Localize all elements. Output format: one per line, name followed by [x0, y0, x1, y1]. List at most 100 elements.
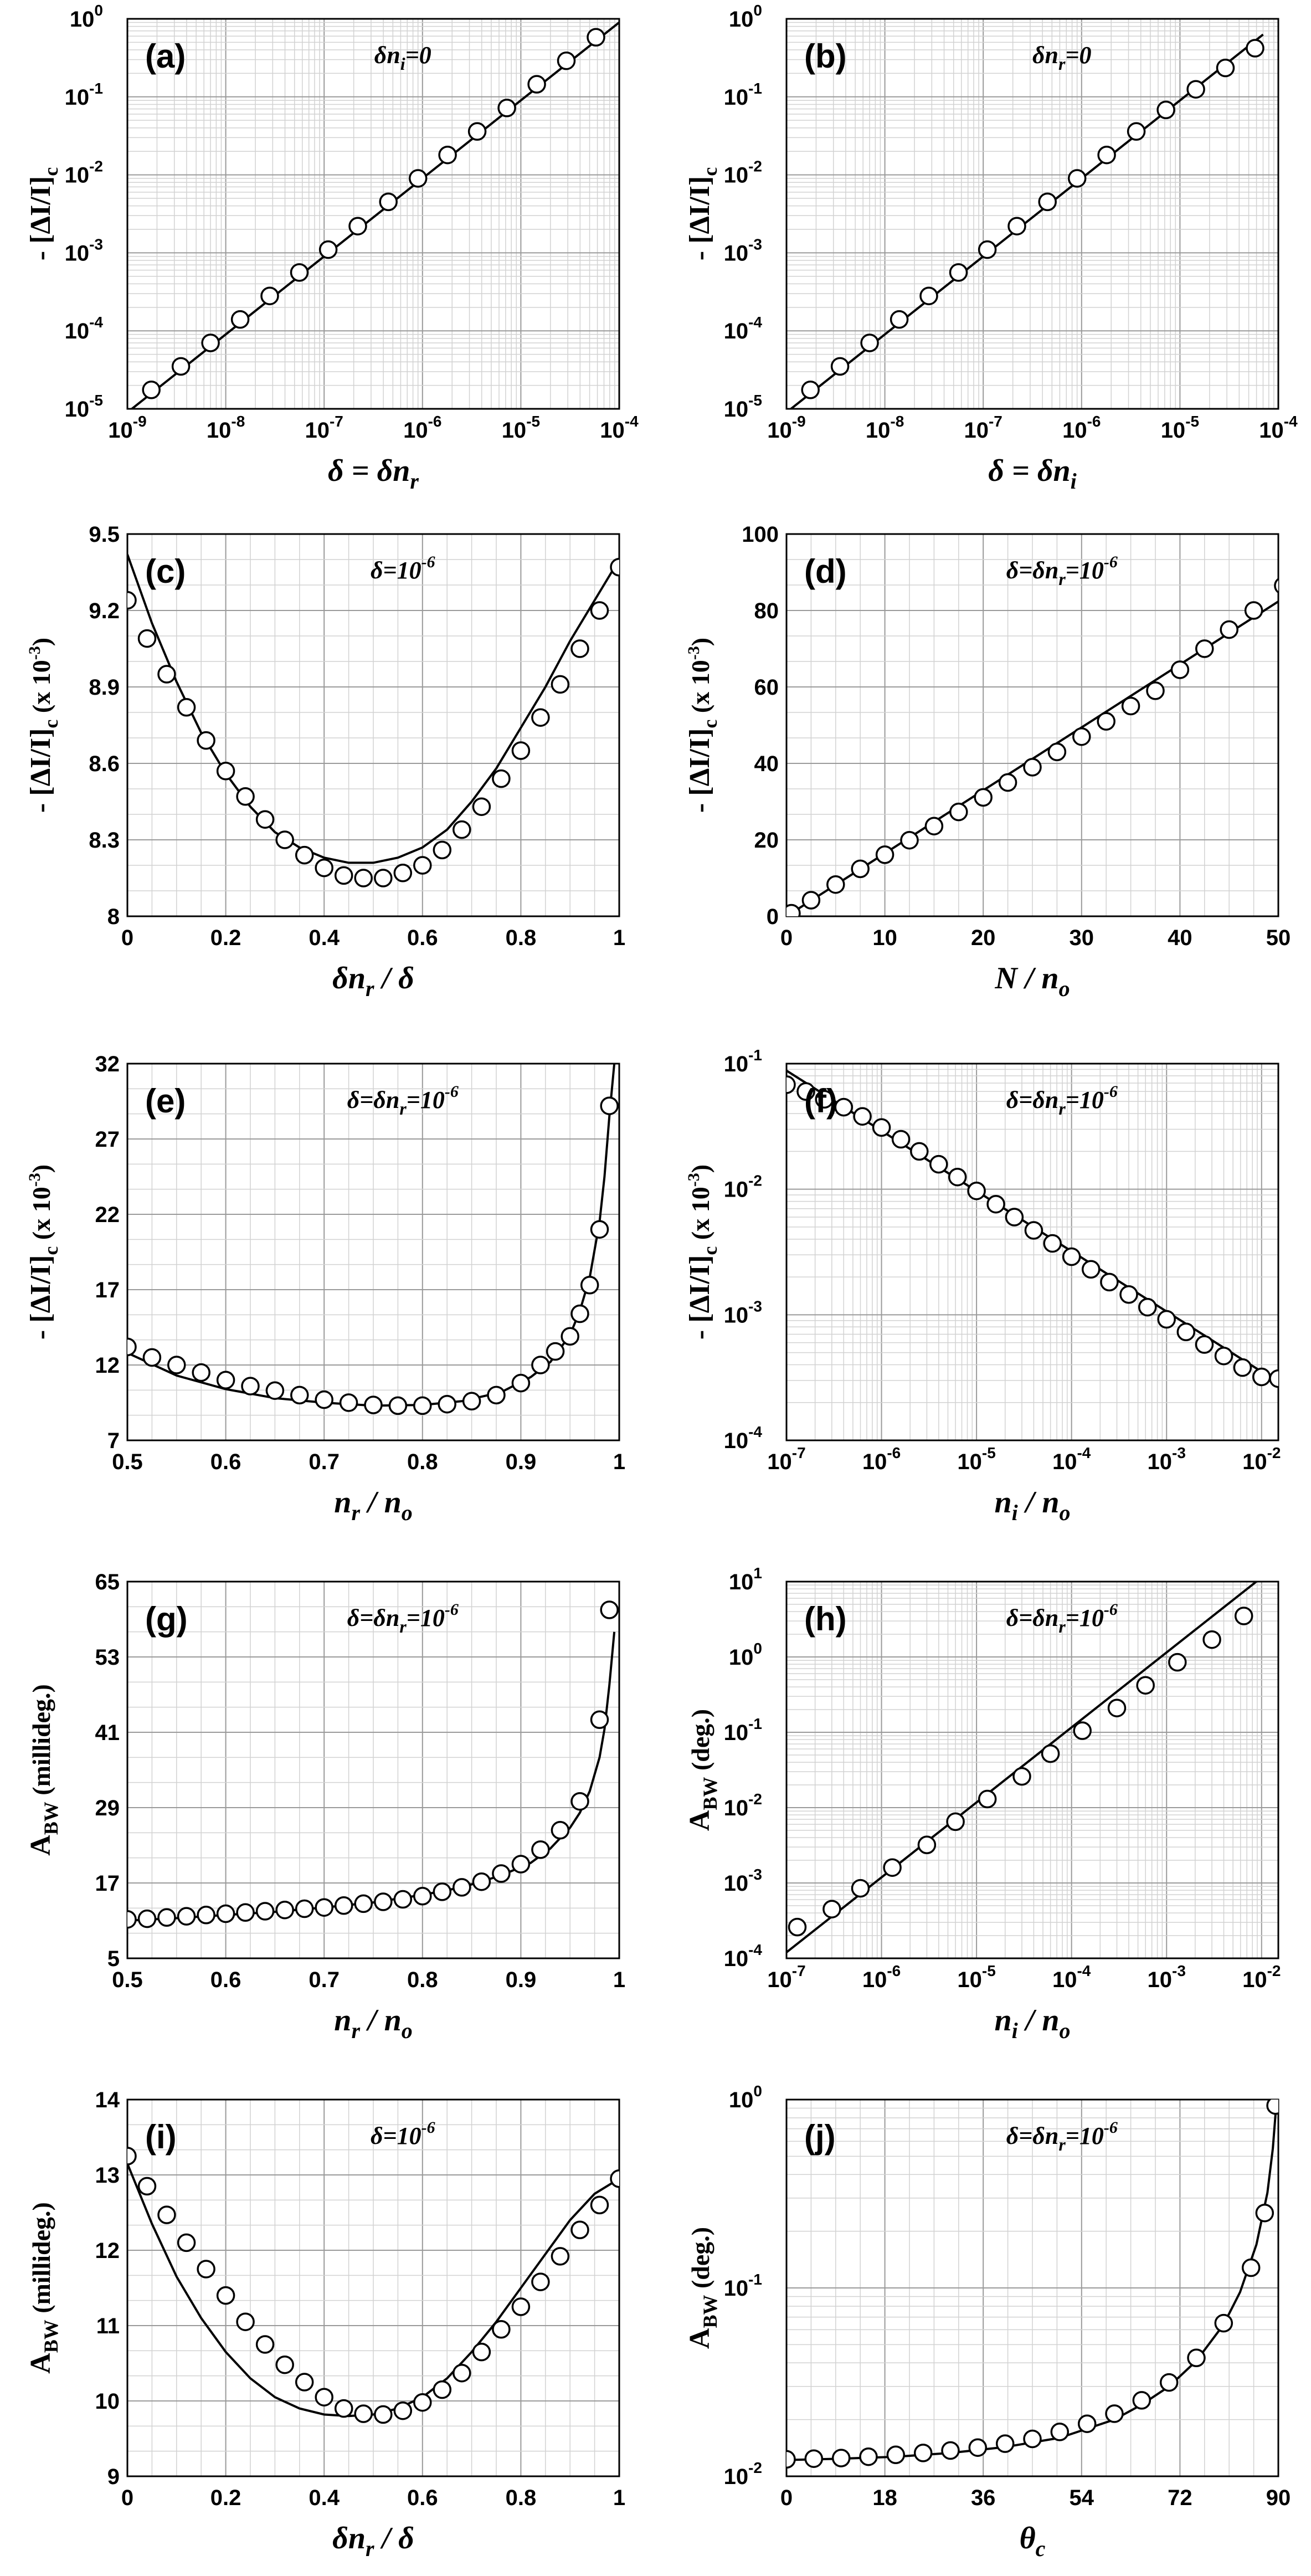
annotation-superscript: -6: [1104, 2118, 1118, 2137]
y-tick-label: 10-2: [724, 158, 762, 188]
x-tick-base: 0.8: [506, 926, 537, 950]
x-label-suffix: / n: [360, 1485, 402, 1520]
y-tick-label: 8.6: [89, 752, 120, 776]
data-point: [354, 2404, 373, 2423]
data-point: [570, 1304, 589, 1323]
x-tick-base: 10: [1242, 1968, 1267, 1992]
data-point: [295, 845, 314, 865]
x-tick-base: 10: [305, 418, 330, 443]
data-point: [216, 762, 235, 781]
y-tick-base: 10: [70, 7, 95, 32]
x-label-main: N / n: [994, 961, 1058, 995]
data-point: [315, 1390, 333, 1409]
x-tick-label: 10-7: [305, 413, 343, 443]
data-point: [497, 99, 516, 117]
y-tick-exponent: -2: [748, 158, 762, 175]
y-tick-label: 10-3: [724, 1866, 762, 1896]
plot-area: [127, 554, 619, 887]
annotation-main: δ=δn: [1006, 1604, 1059, 1631]
data-point: [890, 310, 909, 329]
y-tick-base: 10: [724, 1429, 749, 1453]
x-label-subscript: o: [1059, 976, 1070, 1001]
y-tick-label: 65: [95, 1570, 120, 1594]
y-label-suffix: (deg.): [686, 2227, 714, 2295]
x-tick-base: 0: [780, 926, 793, 950]
data-point: [236, 1903, 255, 1922]
x-tick-label: 0.4: [309, 2486, 340, 2510]
plot-area: [127, 1600, 619, 1929]
x-tick-label: 20: [971, 926, 996, 950]
plot-frame: [126, 533, 620, 917]
data-point: [467, 122, 487, 141]
data-point: [883, 1858, 902, 1877]
x-axis-label: nr / no: [334, 2003, 412, 2043]
panel-annotation: δni=0: [374, 42, 431, 74]
annotation-subscript: i: [400, 54, 405, 74]
data-point: [815, 1090, 834, 1109]
x-tick-base: 40: [1168, 926, 1192, 950]
y-tick-base: 9.5: [89, 522, 120, 547]
data-point: [393, 2401, 413, 2420]
data-point: [142, 381, 161, 399]
x-tick-base: 10: [862, 1450, 887, 1474]
y-tick-label: 13: [95, 2163, 120, 2188]
data-point: [260, 286, 279, 305]
x-axis-label: δ = δnr: [328, 454, 419, 494]
x-tick-label: 10-6: [403, 413, 441, 443]
data-point: [393, 1890, 413, 1909]
y-tick-label: 80: [754, 599, 779, 623]
x-tick-base: 1: [613, 1450, 625, 1474]
x-label-suffix: / δ: [374, 961, 414, 995]
x-tick-base: 90: [1266, 2486, 1291, 2510]
y-tick-label: 10-3: [724, 1297, 762, 1327]
y-tick-label: 9.5: [89, 522, 120, 547]
y-label-suffix: (millideg.): [27, 1684, 55, 1802]
data-point: [388, 1396, 408, 1415]
data-point: [318, 240, 338, 259]
data-point: [127, 1910, 137, 1929]
data-point: [1186, 80, 1205, 99]
x-tick-base: 0.7: [309, 1968, 340, 1992]
x-tick-base: 10: [1052, 1968, 1077, 1992]
y-tick-base: 10: [724, 1721, 749, 1745]
data-point: [1202, 1630, 1221, 1649]
annotation-rest: =10: [407, 1604, 445, 1631]
y-tick-base: 10: [724, 1303, 749, 1327]
data-point: [590, 2195, 609, 2215]
panel-annotation: δ=δnr=10-6: [347, 1082, 459, 1118]
data-point: [1274, 578, 1278, 594]
data-point: [561, 1327, 579, 1346]
data-point: [348, 217, 367, 235]
data-point: [913, 2444, 933, 2462]
data-point: [1195, 1335, 1214, 1354]
data-point: [1168, 1653, 1187, 1672]
data-point: [354, 1894, 373, 1913]
x-tick-label: 0.8: [407, 1968, 438, 1992]
y-tick-base: 41: [95, 1721, 120, 1745]
x-tick-exponent: -7: [792, 1444, 806, 1461]
x-label-subscript: c: [1036, 2536, 1046, 2561]
y-tick-base: 17: [95, 1278, 120, 1302]
y-tick-exponent: -1: [748, 80, 762, 97]
data-point: [230, 310, 250, 329]
y-tick-base: 8: [107, 905, 120, 929]
y-axis-label: - [ΔI/I]c (x 10-3): [25, 638, 62, 813]
y-axis-label: ABW (deg.): [684, 1709, 721, 1831]
x-tick-label: 10-7: [964, 413, 1002, 443]
y-tick-label: 10-4: [724, 314, 763, 343]
x-label-main: n: [334, 2003, 351, 2038]
x-tick-exponent: -4: [1077, 1444, 1091, 1461]
y-tick-label: 8: [107, 905, 120, 929]
data-point: [853, 1107, 872, 1126]
x-tick-exponent: -5: [526, 413, 540, 430]
data-point: [241, 1377, 260, 1395]
x-axis-label: ni / no: [995, 2003, 1071, 2043]
data-point: [886, 2445, 906, 2465]
data-point: [127, 591, 137, 610]
y-label-subscript: c: [40, 1246, 62, 1255]
x-tick-exponent: -9: [792, 413, 806, 430]
y-tick-label: 20: [754, 828, 779, 853]
x-tick-label: 10-2: [1242, 1962, 1281, 1992]
y-label-suffix: (x 10: [27, 660, 55, 719]
y-tick-base: 10: [729, 2088, 754, 2112]
